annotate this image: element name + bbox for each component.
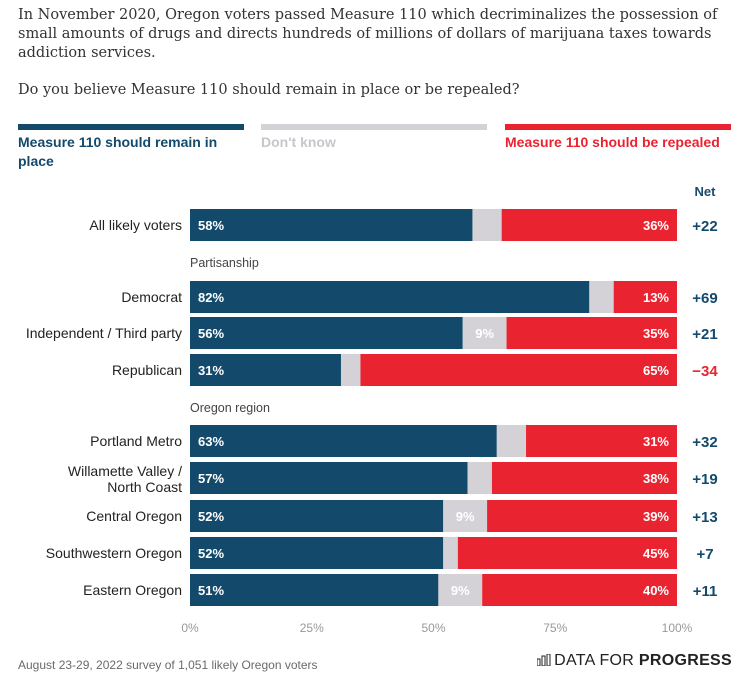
bar-label-repeal: 38%: [643, 471, 669, 486]
net-value: +13: [692, 509, 717, 526]
x-tick-label: 100%: [662, 621, 693, 635]
question-text: Do you believe Measure 110 should remain…: [18, 82, 520, 98]
bar-remain: [190, 425, 497, 457]
bar-label-remain: 57%: [198, 471, 224, 486]
bar-label-dont-know: 9%: [475, 326, 494, 341]
bar-label-repeal: 45%: [643, 546, 669, 561]
x-tick-label: 0%: [181, 621, 199, 635]
net-value: −34: [692, 363, 718, 380]
net-value: +21: [692, 326, 717, 343]
net-value: +32: [692, 434, 717, 451]
bar-dont-know: [443, 537, 458, 569]
bar-remain: [190, 281, 590, 313]
bar-remain: [190, 537, 444, 569]
bar-dont-know: [340, 354, 361, 386]
survey-footnote: August 23-29, 2022 survey of 1,051 likel…: [18, 658, 318, 672]
row-label: All likely voters: [89, 217, 182, 233]
bar-label-repeal: 31%: [643, 434, 669, 449]
x-tick-label: 50%: [421, 621, 445, 635]
bar-label-remain: 52%: [198, 509, 224, 524]
bar-dont-know: [472, 209, 502, 241]
intro-text: In November 2020, Oregon voters passed M…: [18, 7, 718, 61]
bar-remain: [190, 574, 439, 606]
bar-remain: [190, 209, 473, 241]
bar-remain: [190, 500, 444, 532]
bar-label-remain: 31%: [198, 363, 224, 378]
group-heading: Partisanship: [190, 256, 259, 270]
brand-prefix: DATA FOR: [554, 652, 639, 669]
group-heading: Oregon region: [190, 401, 270, 415]
bar-label-remain: 82%: [198, 290, 224, 305]
bar-dont-know: [467, 462, 492, 494]
bar-label-remain: 52%: [198, 546, 224, 561]
bar-label-remain: 56%: [198, 326, 224, 341]
row-label: Central Oregon: [86, 508, 182, 524]
legend-swatch-dont-know: [261, 124, 487, 130]
bar-repeal: [487, 500, 677, 532]
row-label: Independent / Third party: [26, 325, 182, 341]
bar-remain: [190, 354, 341, 386]
brand-logo: DATA FOR PROGRESS: [536, 652, 732, 670]
bar-dont-know: [443, 500, 488, 532]
bar-label-remain: 58%: [198, 218, 224, 233]
bar-repeal: [491, 462, 677, 494]
bar-label-repeal: 65%: [643, 363, 669, 378]
row-label: Southwestern Oregon: [46, 545, 182, 561]
legend-label-dont-know: Don't know: [261, 134, 336, 150]
bar-label-repeal: 40%: [643, 583, 669, 598]
bar-repeal: [457, 537, 677, 569]
bar-repeal: [482, 574, 677, 606]
row-label: Willamette Valley /: [68, 463, 182, 479]
bar-dont-know: [496, 425, 527, 457]
net-column-header: Net: [694, 184, 716, 199]
row-label: Democrat: [121, 289, 182, 305]
row-label-cont: North Coast: [107, 479, 182, 495]
bar-remain: [190, 317, 463, 349]
brand-bold: PROGRESS: [638, 652, 732, 669]
bar-repeal: [613, 281, 677, 313]
bar-repeal: [526, 425, 677, 457]
bar-label-repeal: 39%: [643, 509, 669, 524]
bar-repeal: [360, 354, 677, 386]
bar-remain: [190, 462, 468, 494]
bar-repeal: [501, 209, 677, 241]
legend-label-remain: Measure 110 should remain in place: [18, 134, 218, 169]
net-value: +69: [692, 290, 717, 307]
bar-label-dont-know: 9%: [451, 583, 470, 598]
bar-label-dont-know: 9%: [456, 509, 475, 524]
net-value: +7: [696, 546, 713, 563]
legend-label-repeal: Measure 110 should be repealed: [505, 134, 720, 150]
stacked-bar-chart: 58% 36% All likely voters +22 Partisanship 82…: [26, 209, 718, 635]
bar-label-repeal: 36%: [643, 218, 669, 233]
row-label: Portland Metro: [90, 433, 182, 449]
bar-dont-know: [589, 281, 614, 313]
row-label: Eastern Oregon: [83, 582, 182, 598]
bar-label-repeal: 35%: [643, 326, 669, 341]
bar-dont-know: [438, 574, 483, 606]
bar-dont-know: [462, 317, 507, 349]
bar-label-remain: 63%: [198, 434, 224, 449]
bar-label-repeal: 13%: [643, 290, 669, 305]
net-value: +11: [693, 583, 718, 600]
x-tick-label: 25%: [300, 621, 324, 635]
net-value: +22: [692, 218, 717, 235]
bar-label-remain: 51%: [198, 583, 224, 598]
legend-swatch-remain: [18, 124, 244, 130]
x-tick-label: 75%: [543, 621, 567, 635]
net-value: +19: [692, 471, 717, 488]
bar-chart-icon: [536, 653, 551, 667]
legend-swatch-repeal: [505, 124, 731, 130]
bar-repeal: [506, 317, 677, 349]
row-label: Republican: [112, 362, 182, 378]
